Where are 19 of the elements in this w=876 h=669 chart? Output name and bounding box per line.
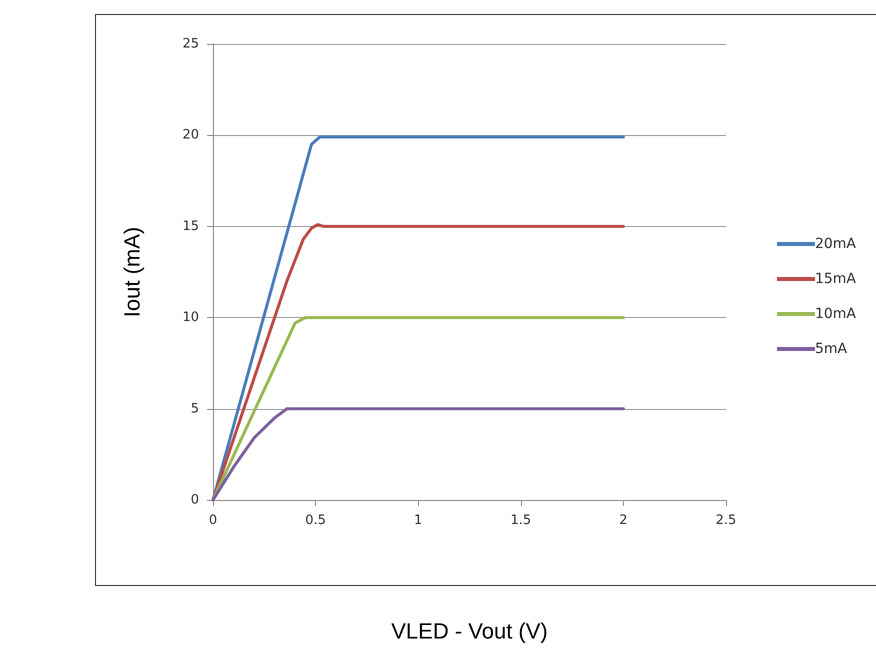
legend-label: 20mA bbox=[814, 236, 856, 252]
legend-label: 10mA bbox=[814, 306, 856, 322]
x-tick-label: 0.5 bbox=[305, 513, 326, 528]
y-tick-label: 10 bbox=[182, 310, 199, 326]
x-tick-label: 1 bbox=[414, 513, 422, 528]
y-tick-label: 20 bbox=[182, 128, 199, 143]
x-tick-label: 1.5 bbox=[510, 513, 532, 528]
x-tick-label: 0 bbox=[208, 513, 218, 528]
legend-label: 15mA bbox=[814, 271, 856, 287]
y-tick-label: 5 bbox=[190, 401, 199, 416]
x-axis-title: VLED - Vout (V) bbox=[391, 618, 548, 644]
x-tick-label: 2.5 bbox=[716, 513, 736, 528]
y-tick-label: 25 bbox=[182, 36, 199, 52]
line-series bbox=[212, 407, 625, 502]
y-tick-label: 0 bbox=[190, 492, 199, 508]
y-tick-label: 15 bbox=[182, 218, 199, 234]
legend-label: 5mA bbox=[814, 341, 848, 357]
y-axis-title: Iout (mA) bbox=[120, 226, 144, 318]
x-tick-label: 2 bbox=[619, 513, 628, 528]
